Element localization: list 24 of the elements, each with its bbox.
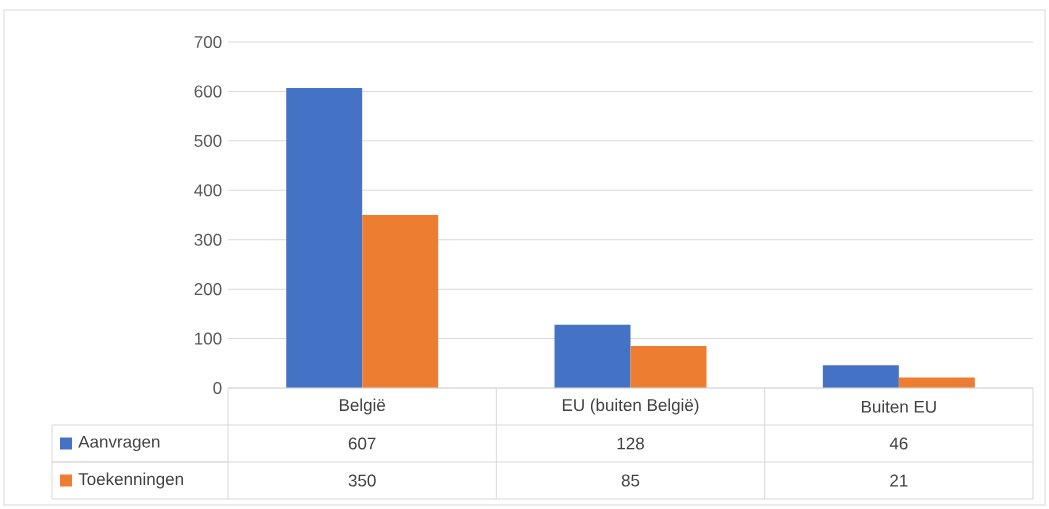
y-tick-label: 0 bbox=[213, 381, 222, 395]
y-tick-label: 200 bbox=[194, 283, 222, 296]
bar bbox=[630, 345, 707, 388]
legend-label: Toekenningen bbox=[78, 472, 183, 489]
x-tick-label: EU (buiten België) bbox=[562, 398, 699, 415]
y-tick-label: 700 bbox=[194, 35, 222, 49]
data-label: 350 bbox=[348, 474, 376, 487]
y-tick-label: 500 bbox=[194, 134, 222, 147]
legend-label: Aanvragen bbox=[78, 435, 160, 452]
y-tick-label: 100 bbox=[195, 332, 222, 345]
data-label: 21 bbox=[890, 474, 908, 487]
bar bbox=[822, 365, 899, 388]
data-label: 128 bbox=[617, 437, 644, 450]
y-tick-label: 300 bbox=[194, 233, 222, 246]
bar bbox=[286, 87, 363, 388]
data-label: 46 bbox=[889, 437, 908, 450]
y-tick-label: 600 bbox=[194, 85, 222, 98]
data-label: 607 bbox=[348, 437, 376, 450]
bar bbox=[554, 324, 631, 388]
y-tick-label: 400 bbox=[194, 184, 222, 197]
x-tick-label: Buiten EU bbox=[861, 400, 936, 413]
x-tick-label: België bbox=[339, 398, 386, 415]
bar bbox=[362, 215, 439, 388]
data-label: 85 bbox=[621, 474, 640, 487]
